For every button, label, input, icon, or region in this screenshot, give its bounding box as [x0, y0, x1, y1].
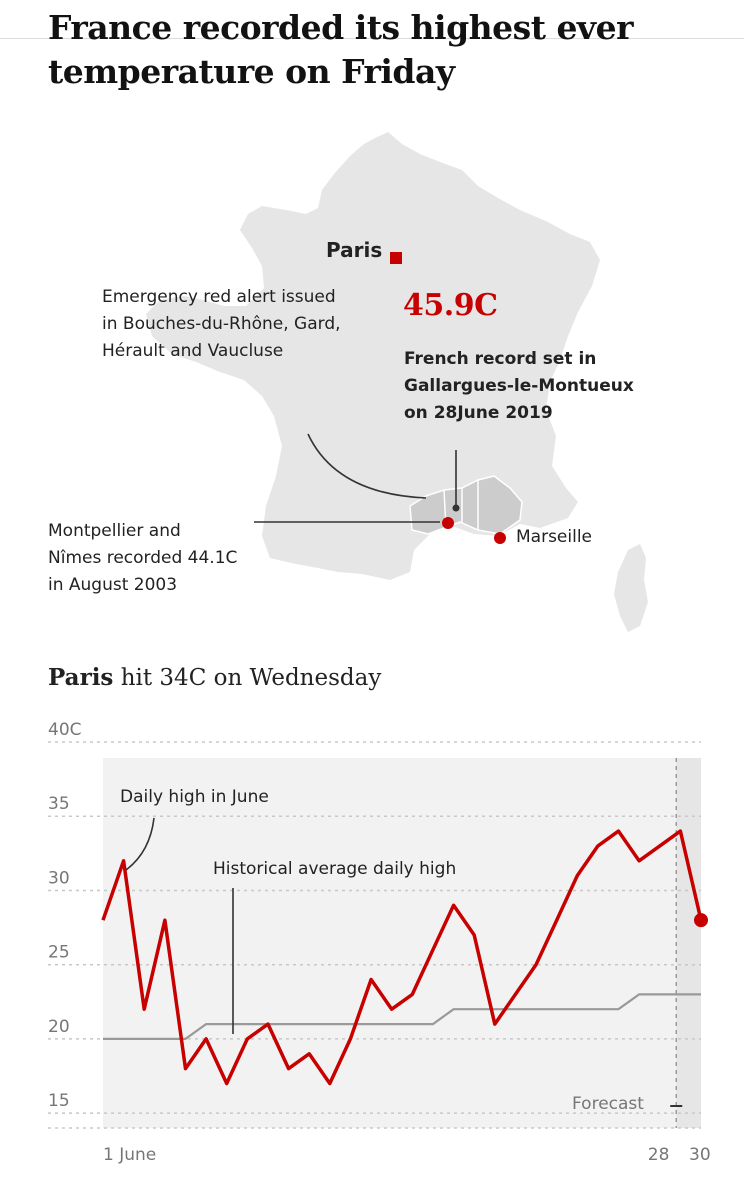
record-note: French record set in Gallargues-le-Montu… [404, 349, 634, 423]
montpellier-note: Montpellier and Nîmes recorded 44.1C in … [48, 521, 238, 595]
y-tick-label: 40C [48, 720, 82, 740]
paris-marker [390, 252, 402, 264]
daily-high-label: Daily high in June [120, 787, 269, 807]
y-tick-label: 20 [48, 1017, 70, 1037]
chart-title: Paris hit 34C on Wednesday [48, 664, 382, 691]
top-rule [0, 38, 744, 39]
headline: France recorded its highest ever tempera… [48, 8, 634, 91]
forecast-region [676, 758, 701, 1128]
marseille-marker [494, 532, 506, 544]
france-mainland [146, 132, 600, 580]
average-series-line [103, 993, 701, 1040]
average-label: Historical average daily high [213, 859, 456, 879]
france-map [146, 132, 648, 632]
y-tick-label: 25 [48, 943, 70, 963]
marseille-label: Marseille [516, 527, 593, 547]
x-tick-label: 28 [648, 1145, 670, 1165]
daily-high-series-line [101, 829, 703, 1086]
temperature-line-chart: 40C 35 30 25 20 15 1 June 28 30 Daily high in J… [48, 720, 711, 1165]
record-temperature: 45.9C [403, 288, 498, 323]
montpellier-marker [442, 517, 454, 529]
paris-label: Paris [326, 238, 383, 262]
chart-background [103, 758, 701, 1128]
x-tick-label: 1 June [103, 1145, 156, 1165]
daily-high-end-point [694, 913, 708, 928]
corsica [614, 544, 648, 632]
y-tick-label: 30 [48, 868, 70, 888]
alert-region [409, 475, 523, 535]
x-tick-label: 30 [689, 1145, 711, 1165]
y-tick-label: 15 [48, 1091, 70, 1111]
daily-high-leader [125, 817, 155, 871]
x-axis-ticks: 1 June 28 30 [103, 1145, 711, 1165]
forecast-label: Forecast [572, 1094, 644, 1114]
alert-note: Emergency red alert issued in Bouches-du… [102, 287, 341, 361]
y-axis-ticks: 40C 35 30 25 20 15 [48, 720, 82, 1111]
y-tick-label: 35 [48, 794, 70, 814]
alert-leader-line [307, 433, 427, 499]
